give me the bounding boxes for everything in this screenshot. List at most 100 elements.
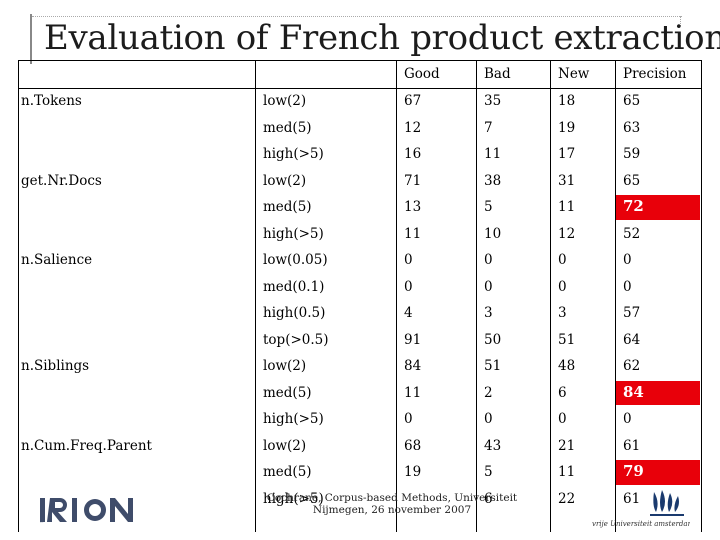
table-cell: 19 xyxy=(558,119,576,136)
table-cell: 5 xyxy=(484,464,493,480)
table-cell: 38 xyxy=(484,172,502,189)
table-cell: 31 xyxy=(558,172,576,189)
column-header: Bad xyxy=(484,66,511,82)
row-label: med(5) xyxy=(263,384,312,401)
table-top-border xyxy=(18,60,701,61)
table-column-line xyxy=(255,60,256,532)
table-cell: 11 xyxy=(404,384,422,401)
row-label: med(5) xyxy=(263,464,312,480)
table-cell: 11 xyxy=(404,225,422,242)
row-label: low(2) xyxy=(263,172,307,189)
group-label: n.Siblings xyxy=(21,358,90,374)
table-cell: 72 xyxy=(623,197,644,215)
table-cell: 10 xyxy=(484,225,502,242)
table-cell: 57 xyxy=(623,305,641,321)
table-cell: 19 xyxy=(404,464,422,480)
slide-title: Evaluation of French product extraction xyxy=(44,18,720,58)
table-cell: 61 xyxy=(623,490,641,507)
group-label: n.Tokens xyxy=(21,93,82,109)
table-cell: 63 xyxy=(623,119,641,136)
table-cell: 12 xyxy=(404,119,422,136)
row-label: med(0.1) xyxy=(263,278,325,295)
table-cell: 0 xyxy=(623,252,632,268)
table-header-border xyxy=(18,88,701,89)
table-cell: 12 xyxy=(558,225,576,242)
irion-logo: IRION xyxy=(40,498,133,524)
table-cell: 52 xyxy=(623,225,641,242)
table-cell: 67 xyxy=(404,93,422,109)
table-cell: 7 xyxy=(484,119,493,136)
row-label: low(0.05) xyxy=(263,252,328,268)
table-cell: 5 xyxy=(484,199,493,215)
evaluation-table: Good Bad New Precision n.Tokens low(2) 67 35 18 6… xyxy=(18,60,702,532)
table-cell: 21 xyxy=(558,437,576,454)
group-label: get.Nr.Docs xyxy=(21,172,102,189)
table-cell: 71 xyxy=(404,172,422,189)
table-cell: 6 xyxy=(558,384,567,401)
row-label: top(>0.5) xyxy=(263,331,329,348)
table-cell: 68 xyxy=(404,437,422,454)
slide-footer: Cochrane, Corpus-based Methods, Universi… xyxy=(262,492,522,516)
row-label: high(>5) xyxy=(263,146,324,162)
column-header: Good xyxy=(404,66,440,82)
table-cell: 43 xyxy=(484,437,502,454)
title-decoration-right xyxy=(680,16,681,26)
table-cell: 84 xyxy=(404,358,422,374)
table-cell: 62 xyxy=(623,358,641,374)
highlight-cell-background xyxy=(616,460,700,485)
table-cell: 48 xyxy=(558,358,576,374)
vu-logo-text: vrije Universiteit amsterdam xyxy=(592,520,690,528)
table-cell: 16 xyxy=(404,146,422,162)
table-cell: 11 xyxy=(484,146,502,162)
row-label: high(>5) xyxy=(263,225,324,242)
table-cell: 0 xyxy=(404,411,413,427)
table-cell: 13 xyxy=(404,199,422,215)
table-cell: 50 xyxy=(484,331,502,348)
table-cell: 61 xyxy=(623,437,641,454)
table-cell: 0 xyxy=(404,278,413,295)
highlight-cell-background xyxy=(616,195,700,220)
column-header: Precision xyxy=(623,66,687,82)
table-cell: 6 xyxy=(484,490,493,507)
table-cell: 0 xyxy=(484,278,493,295)
table-cell: 0 xyxy=(558,252,567,268)
row-label: low(2) xyxy=(263,93,307,109)
title-decoration-vertical xyxy=(30,14,32,64)
table-cell: 35 xyxy=(484,93,502,109)
table-cell: 0 xyxy=(484,252,493,268)
table-cell: 4 xyxy=(404,305,413,321)
table-cell: 0 xyxy=(623,278,632,295)
column-header: New xyxy=(558,66,590,82)
table-cell: 2 xyxy=(484,384,493,401)
table-column-line xyxy=(18,60,19,532)
footer-line-1: Cochrane, Corpus-based Methods, Universi… xyxy=(266,492,518,504)
table-cell: 0 xyxy=(484,411,493,427)
row-label: low(2) xyxy=(263,437,307,454)
table-cell: 0 xyxy=(623,411,632,427)
row-label: high(0.5) xyxy=(263,305,326,321)
row-label: med(5) xyxy=(263,199,312,215)
table-cell: 17 xyxy=(558,146,576,162)
table-cell: 79 xyxy=(623,462,644,480)
footer-line-2: Nijmegen, 26 november 2007 xyxy=(312,504,472,516)
irion-logo-text: IRION xyxy=(40,522,43,524)
highlight-cell-background xyxy=(616,380,700,405)
title-decoration-horizontal xyxy=(32,16,682,17)
table-cell: 65 xyxy=(623,93,641,109)
table-cell: 0 xyxy=(558,411,567,427)
table-cell: 22 xyxy=(558,490,576,507)
table-cell: 51 xyxy=(484,358,502,374)
table-cell: 3 xyxy=(558,305,567,321)
table-cell: 51 xyxy=(558,331,576,348)
table-cell: 18 xyxy=(558,93,576,109)
table-cell: 3 xyxy=(484,305,493,321)
table-cell: 11 xyxy=(558,464,576,480)
row-label: high(>5) xyxy=(263,411,324,427)
row-label: high(>5) xyxy=(263,490,324,507)
table-column-line xyxy=(701,60,702,532)
row-label: low(2) xyxy=(263,358,307,374)
table-cell: 65 xyxy=(623,172,641,189)
vu-amsterdam-logo: vrije Universiteit amsterdam xyxy=(592,490,690,528)
table-cell: 91 xyxy=(404,331,422,348)
group-label: n.Salience xyxy=(21,252,93,268)
